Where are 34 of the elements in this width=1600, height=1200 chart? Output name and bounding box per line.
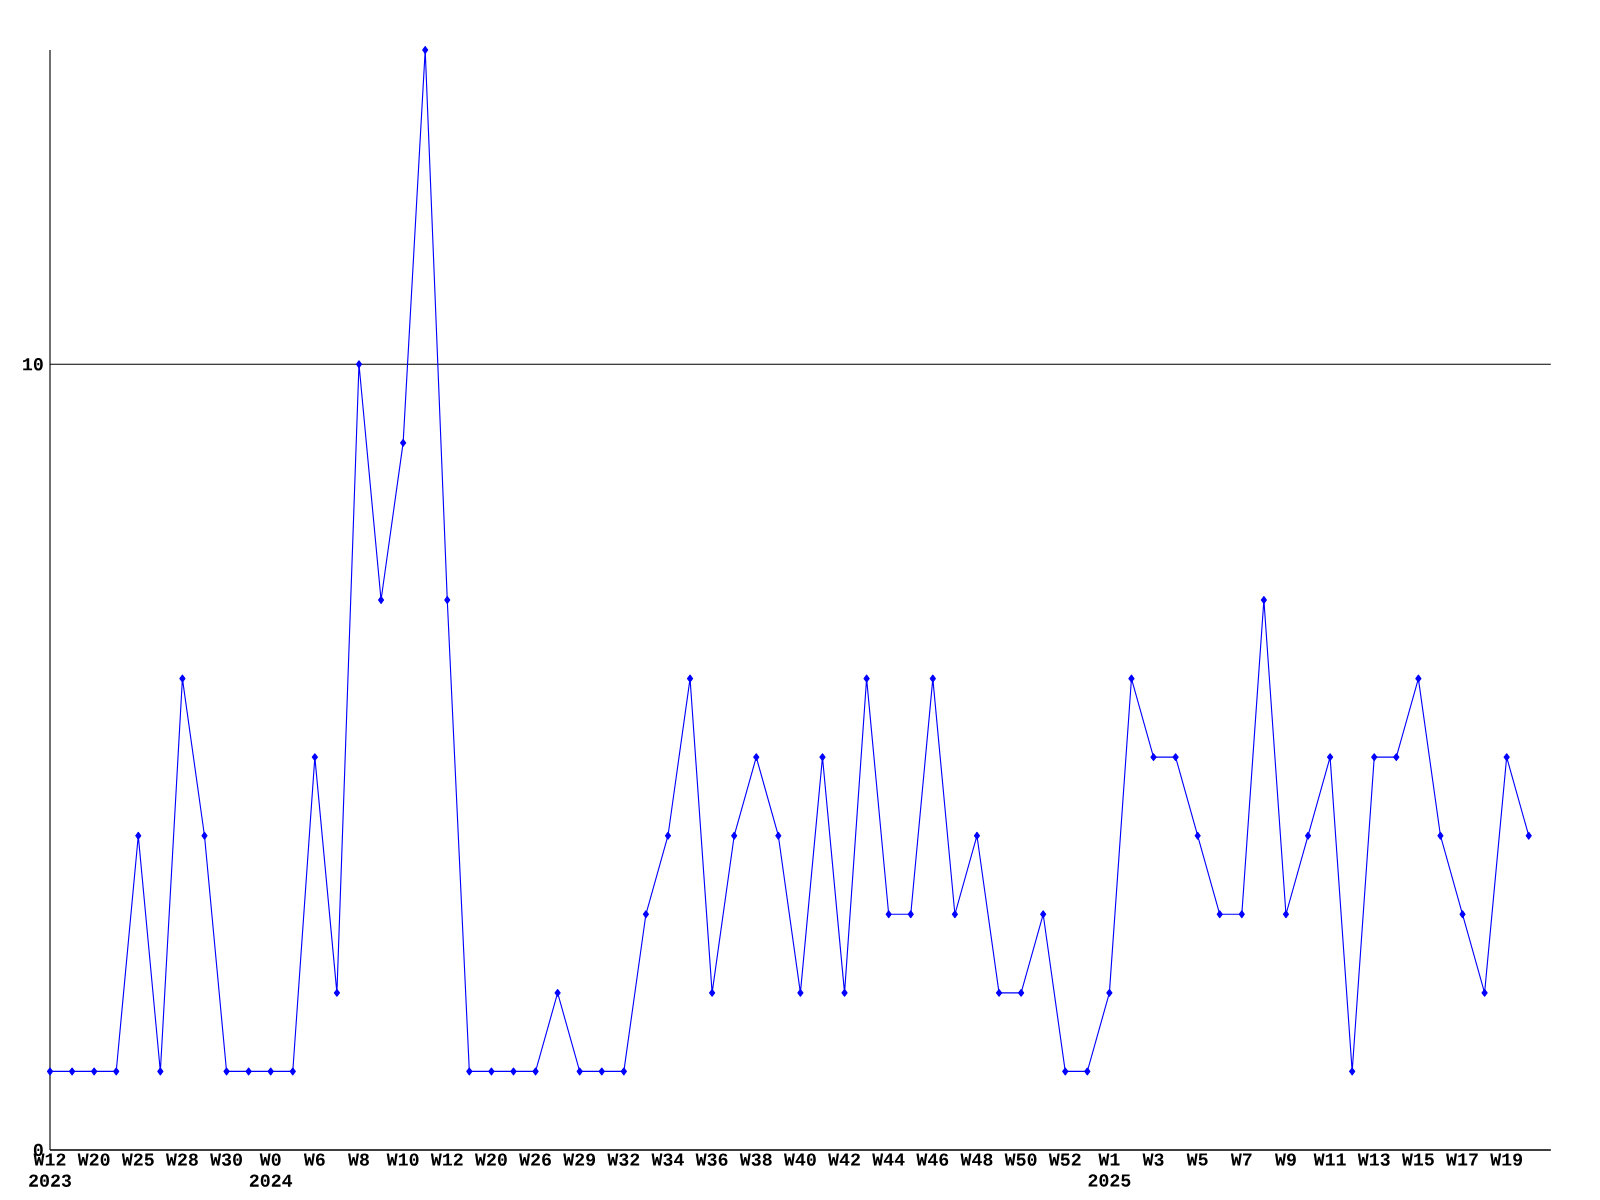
x-tick-label: W30 (210, 1153, 242, 1166)
x-tick-label: W32 (607, 1153, 640, 1166)
x-tick-label: W44 (872, 1153, 905, 1166)
x-tick-label: W19 (1490, 1153, 1523, 1166)
x-tick-label: W25 (121, 1153, 154, 1166)
x-tick-label: W10 (386, 1153, 419, 1166)
x-tick-label: W48 (960, 1153, 993, 1166)
x-tick-label: W9 (1274, 1153, 1296, 1166)
x-tick-label: W34 (651, 1153, 684, 1166)
x-tick-label: W42 (828, 1153, 860, 1166)
x-tick-label: W36 (695, 1153, 728, 1166)
x-tick-label: W20 (77, 1153, 110, 1166)
x-tick-label: W7 (1230, 1153, 1252, 1166)
x-tick-label: W11 (1313, 1153, 1346, 1166)
x-tick-label: W38 (739, 1153, 772, 1166)
x-tick-label: W3 (1142, 1153, 1164, 1166)
x-tick-label: W50 (1004, 1153, 1037, 1166)
x-tick-label: W15 (1401, 1153, 1434, 1166)
x-tick-label: W28 (165, 1153, 198, 1166)
x-tick-label: W0 2024 (249, 1153, 293, 1187)
x-tick-label: W20 (474, 1153, 507, 1166)
x-tick-label: W1 2025 (1088, 1153, 1131, 1187)
y-tick-label: 10 (23, 358, 43, 371)
x-tick-label: W40 (783, 1153, 816, 1166)
x-tick-label: W5 (1186, 1153, 1208, 1166)
x-tick-label: W12 (430, 1153, 463, 1166)
x-tick-label: W8 (348, 1153, 369, 1166)
x-tick-label: W29 (563, 1153, 596, 1166)
x-tick-label: W17 (1446, 1153, 1478, 1166)
x-tick-label: W13 (1357, 1153, 1390, 1166)
x-tick-label: W52 (1048, 1153, 1081, 1166)
x-tick-label: W6 (303, 1153, 325, 1166)
x-tick-label: W46 (916, 1153, 949, 1166)
x-tick-label: W26 (519, 1153, 551, 1166)
